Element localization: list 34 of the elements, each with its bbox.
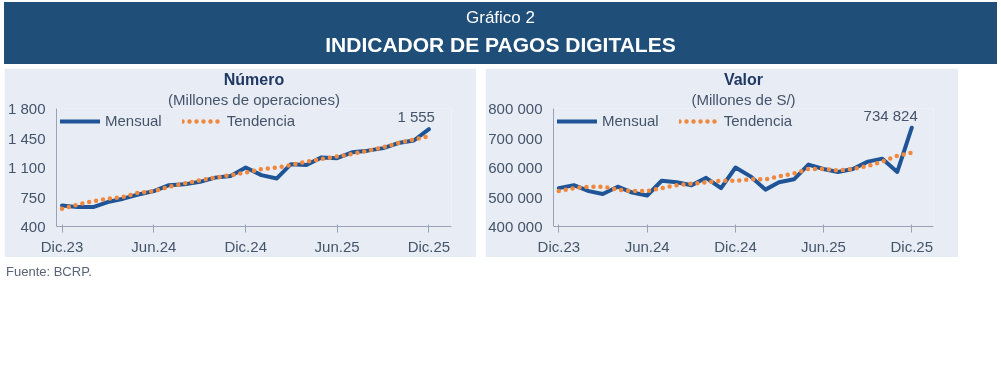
y-tick-label: 1 100 (7, 159, 46, 176)
annotation: 734 824 (863, 106, 918, 124)
y-tick-label: 750 (20, 188, 46, 206)
text: Gráfico 2 (465, 7, 536, 29)
y-tick-label: 400 (20, 218, 46, 235)
chart-subtitle: (Millones de S/) (691, 90, 796, 108)
legend-label: Mensual (602, 112, 659, 129)
source-note: Fuente: BCRP. (6, 263, 92, 281)
chart-subtitle: (Millones de operaciones) (168, 90, 340, 108)
x-tick-label: Dic.24 (224, 237, 267, 255)
y-tick-label: 800 000 (488, 100, 543, 117)
x-tick-label: Dic.23 (40, 237, 84, 255)
x-tick-label: Jun.25 (314, 237, 360, 255)
text: INDICADOR DE PAGOS DIGITALES (324, 32, 677, 59)
y-tick-label: 1 450 (7, 129, 46, 147)
y-tick-label: 500 000 (488, 188, 543, 206)
chart-title: Número (223, 70, 285, 88)
y-tick-label: 600 000 (488, 159, 543, 176)
x-tick-label: Dic.25 (407, 237, 451, 255)
line-series (556, 150, 915, 194)
x-tick-label: Jun.25 (800, 237, 846, 255)
x-tick-label: Dic.25 (890, 237, 934, 255)
annotation: 1 555 (397, 108, 435, 126)
chart-title: Valor (723, 70, 764, 88)
x-tick-label: Jun.24 (624, 237, 670, 255)
y-tick-label: 400 000 (488, 218, 543, 235)
y-tick-label: 700 000 (488, 129, 543, 147)
x-tick-label: Jun.24 (131, 237, 177, 255)
legend-label: Tendencia (226, 112, 296, 129)
x-tick-label: Dic.24 (714, 237, 757, 255)
x-tick-label: Dic.23 (537, 237, 581, 255)
legend-label: Mensual (105, 112, 162, 129)
legend-label: Tendencia (723, 112, 793, 129)
y-tick-label: 1 800 (7, 100, 46, 117)
